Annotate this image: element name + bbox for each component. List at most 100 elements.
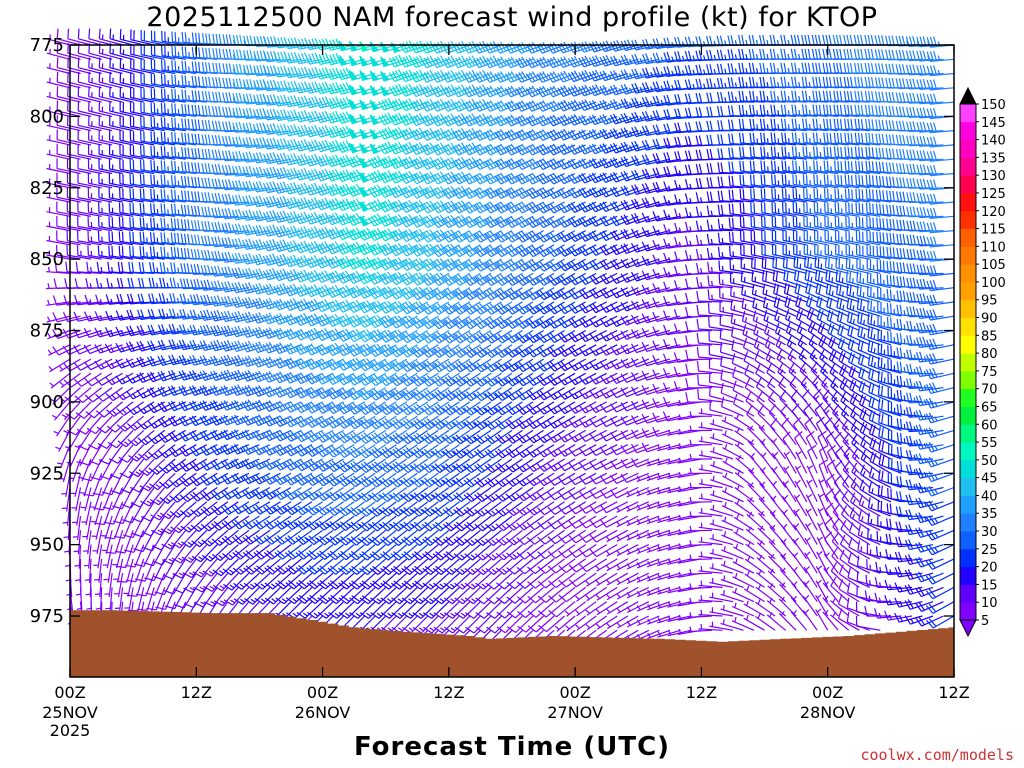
wind-barb	[77, 28, 102, 46]
wind-barb	[150, 145, 176, 160]
wind-barb	[894, 566, 923, 578]
wind-barb	[875, 561, 902, 574]
wind-barb	[129, 472, 155, 493]
wind-barb	[160, 131, 186, 146]
wind-barb	[87, 144, 113, 160]
wind-barb	[124, 587, 134, 612]
chart-title: 2025112500 NAM forecast wind profile (kt…	[146, 2, 878, 33]
wind-barb	[104, 515, 124, 540]
wind-barb	[160, 174, 186, 189]
colorbar-swatch	[960, 388, 976, 407]
wind-barb	[105, 387, 134, 402]
wind-barb	[825, 473, 839, 503]
wind-barb	[76, 245, 102, 260]
wind-barb	[105, 530, 124, 554]
wind-barb	[585, 615, 608, 631]
wind-barb	[130, 72, 155, 89]
wind-barb	[766, 612, 786, 631]
wind-barb	[56, 129, 81, 146]
wind-barb	[855, 615, 881, 631]
wind-barb	[171, 103, 197, 117]
colorbar-label: 15	[981, 578, 998, 593]
wind-barb	[926, 323, 955, 336]
wind-barb	[74, 387, 102, 403]
wind-barb	[123, 573, 134, 597]
wind-barb	[134, 558, 155, 582]
wind-barb	[109, 57, 134, 75]
wind-barb	[831, 547, 850, 574]
wind-barb	[101, 515, 113, 540]
wind-barb	[98, 100, 123, 117]
x-tick-label: 00Z	[54, 683, 85, 702]
wind-barb	[62, 328, 92, 339]
colorbar-swatch	[960, 513, 976, 532]
wind-barb	[698, 464, 723, 474]
wind-barb	[851, 462, 871, 488]
wind-barb	[59, 372, 81, 389]
colorbar-swatch	[960, 317, 976, 336]
wind-barb	[125, 558, 145, 583]
wind-barb	[115, 544, 134, 569]
wind-barb	[95, 401, 123, 418]
wind-barb	[87, 158, 113, 175]
wind-barb	[77, 71, 102, 89]
wind-barb	[84, 558, 92, 583]
wind-barb	[160, 515, 187, 535]
wind-barb	[86, 415, 113, 435]
y-tick-label: 825	[30, 178, 64, 199]
credit-text: coolwx.com/models	[860, 746, 1014, 764]
wind-barb	[94, 573, 103, 598]
wind-barb	[564, 601, 587, 617]
wind-barb	[54, 261, 81, 274]
wind-barb	[66, 172, 92, 189]
colorbar-swatch	[960, 246, 976, 265]
colorbar-label: 40	[981, 489, 998, 504]
wind-barb	[129, 173, 155, 189]
wind-barb	[595, 586, 618, 601]
wind-barb	[129, 231, 155, 246]
wind-barb	[86, 587, 92, 612]
colorbar-label: 65	[981, 400, 998, 415]
wind-barb	[46, 207, 71, 217]
wind-barb	[585, 601, 608, 616]
colorbar-swatch	[960, 353, 976, 372]
wind-barb	[108, 187, 134, 203]
wind-barb	[108, 158, 134, 175]
wind-barb	[140, 145, 165, 160]
wind-barb	[146, 587, 166, 611]
wind-barb	[118, 444, 145, 463]
colorbar-label: 80	[981, 347, 998, 362]
colorbar-label: 115	[981, 223, 1006, 238]
wind-barb	[129, 217, 155, 232]
wind-barb	[755, 613, 776, 631]
wind-barb	[46, 236, 71, 246]
wind-barb	[139, 472, 166, 492]
colorbar-label: 90	[981, 312, 998, 327]
wind-barb	[151, 515, 176, 536]
x-tick-sublabel: 25NOV	[42, 703, 98, 722]
wind-barb	[77, 187, 102, 203]
wind-barb	[97, 245, 123, 260]
wind-barb	[150, 116, 176, 132]
wind-barb	[140, 44, 165, 60]
wind-barb	[595, 601, 618, 616]
wind-barb	[109, 129, 134, 146]
wind-barb	[113, 515, 134, 539]
wind-barb	[744, 570, 765, 588]
wind-barb	[743, 600, 765, 617]
x-tick-label: 00Z	[307, 683, 338, 702]
wind-barb	[46, 63, 71, 75]
colorbar-swatch	[960, 424, 976, 443]
wind-barb	[874, 608, 902, 619]
wind-barb	[66, 158, 92, 175]
wind-barb	[77, 201, 102, 217]
wind-barb	[140, 58, 165, 75]
wind-barb	[858, 367, 881, 389]
colorbar-label: 105	[981, 258, 1006, 273]
wind-barb	[77, 230, 102, 246]
wind-barb	[159, 501, 187, 520]
wind-barb	[56, 100, 81, 117]
wind-barb	[118, 231, 144, 246]
colorbar-high-arrow	[959, 86, 977, 105]
wind-barb	[66, 415, 92, 436]
